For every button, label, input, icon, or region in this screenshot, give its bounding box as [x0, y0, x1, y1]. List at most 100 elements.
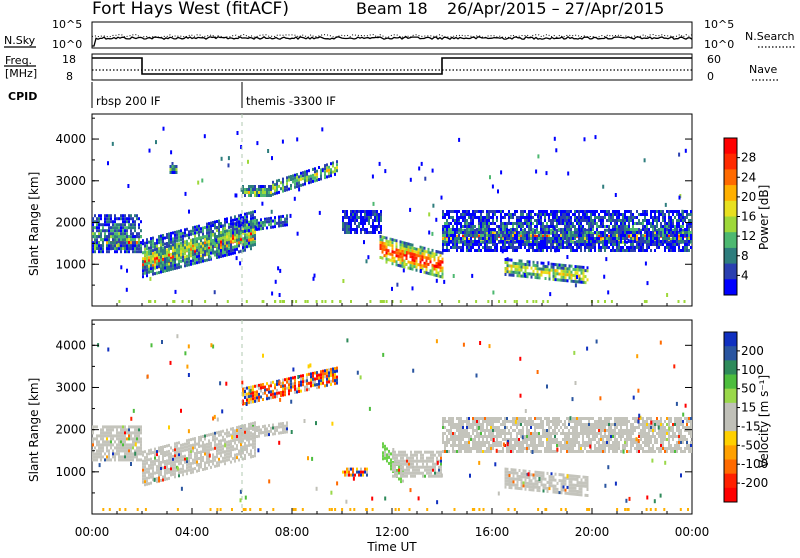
- heatmap-cell: [256, 435, 258, 438]
- heatmap-cell: [190, 447, 192, 450]
- heatmap-cell: [614, 222, 616, 225]
- heatmap-cell: [542, 210, 544, 213]
- heatmap-cell: [638, 237, 640, 240]
- heatmap-cell: [130, 229, 132, 232]
- heatmap-cell: [226, 238, 228, 241]
- heatmap-cell: [92, 443, 94, 446]
- heatmap-cell: [549, 269, 551, 272]
- heatmap-cell: [444, 216, 446, 219]
- heatmap-cell: [242, 246, 244, 249]
- heatmap-cell: [250, 235, 252, 238]
- heatmap-cell: [184, 249, 186, 252]
- heatmap-cell: [688, 249, 690, 252]
- ground-scatter-cell: [246, 300, 248, 303]
- heatmap-cell: [688, 213, 690, 216]
- heatmap-cell: [422, 249, 424, 252]
- heatmap-cell: [571, 277, 573, 280]
- heatmap-cell: [96, 437, 98, 440]
- heatmap-cell: [174, 258, 176, 261]
- heatmap-cell: [372, 225, 374, 228]
- heatmap-cell: [628, 216, 630, 219]
- heatmap-cell: [184, 231, 186, 234]
- heatmap-cell: [244, 221, 246, 224]
- heatmap-cell: [386, 243, 388, 246]
- heatmap-cell: [226, 441, 228, 444]
- heatmap-cell: [200, 466, 202, 469]
- heatmap-cell: [126, 449, 128, 452]
- scatter-cell: [279, 293, 281, 297]
- heatmap-cell: [152, 466, 154, 469]
- heatmap-cell: [452, 210, 454, 213]
- heatmap-cell: [210, 448, 212, 451]
- heatmap-cell: [554, 216, 556, 219]
- heatmap-cell: [148, 458, 150, 461]
- heatmap-cell: [108, 425, 110, 428]
- heatmap-cell: [108, 217, 110, 220]
- heatmap-cell: [230, 461, 232, 464]
- heatmap-cell: [212, 233, 214, 236]
- heatmap-cell: [150, 240, 152, 243]
- heatmap-cell: [404, 260, 406, 263]
- heatmap-cell: [576, 249, 578, 252]
- heatmap-cell: [410, 252, 412, 255]
- heatmap-cell: [561, 264, 563, 267]
- heatmap-cell: [634, 228, 636, 231]
- heatmap-cell: [184, 246, 186, 249]
- heatmap-cell: [114, 220, 116, 223]
- heatmap-cell: [174, 165, 176, 168]
- heatmap-cell: [206, 247, 208, 250]
- heatmap-cell: [132, 223, 134, 226]
- heatmap-cell: [580, 210, 582, 213]
- heatmap-cell: [538, 246, 540, 249]
- heatmap-cell: [480, 243, 482, 246]
- heatmap-cell: [519, 274, 521, 277]
- heatmap-cell: [544, 228, 546, 231]
- heatmap-cell: [204, 444, 206, 447]
- heatmap-cell: [541, 274, 543, 277]
- heatmap-cell: [344, 225, 346, 228]
- heatmap-cell: [114, 223, 116, 226]
- scatter-cell: [282, 140, 284, 144]
- heatmap-cell: [234, 236, 236, 239]
- heatmap-cell: [544, 234, 546, 237]
- heatmap-cell: [356, 219, 358, 222]
- heatmap-cell: [170, 247, 172, 250]
- heatmap-cell: [172, 458, 174, 461]
- heatmap-cell: [166, 245, 168, 248]
- heatmap-cell: [454, 222, 456, 225]
- heatmap-cell: [554, 237, 556, 240]
- heatmap-cell: [160, 461, 162, 464]
- heatmap-cell: [166, 257, 168, 260]
- heatmap-cell: [490, 231, 492, 234]
- heatmap-cell: [144, 459, 146, 462]
- heatmap-cell: [532, 222, 534, 225]
- heatmap-cell: [664, 216, 666, 219]
- heatmap-cell: [568, 243, 570, 246]
- heatmap-cell: [536, 228, 538, 231]
- heatmap-cell: [210, 228, 212, 231]
- heatmap-cell: [248, 245, 250, 248]
- heatmap-cell: [658, 243, 660, 246]
- nsearch-line: [92, 35, 692, 38]
- heatmap-cell: [688, 231, 690, 234]
- heatmap-cell: [234, 448, 236, 451]
- heatmap-cell: [572, 213, 574, 216]
- heatmap-cell: [540, 222, 542, 225]
- heatmap-cell: [232, 223, 234, 226]
- heatmap-cell: [580, 246, 582, 249]
- heatmap-cell: [554, 231, 556, 234]
- heatmap-cell: [396, 239, 398, 242]
- heatmap-cell: [112, 232, 114, 235]
- heatmap-cell: [642, 243, 644, 246]
- heatmap-cell: [380, 213, 382, 216]
- heatmap-cell: [146, 253, 148, 256]
- heatmap-cell: [382, 239, 384, 242]
- heatmap-cell: [286, 176, 288, 179]
- heatmap-cell: [680, 225, 682, 228]
- heatmap-cell: [546, 249, 548, 252]
- heatmap-cell: [196, 455, 198, 458]
- scatter-cell: [321, 127, 323, 131]
- heatmap-cell: [366, 228, 368, 231]
- heatmap-cell: [536, 246, 538, 249]
- heatmap-cell: [690, 219, 692, 222]
